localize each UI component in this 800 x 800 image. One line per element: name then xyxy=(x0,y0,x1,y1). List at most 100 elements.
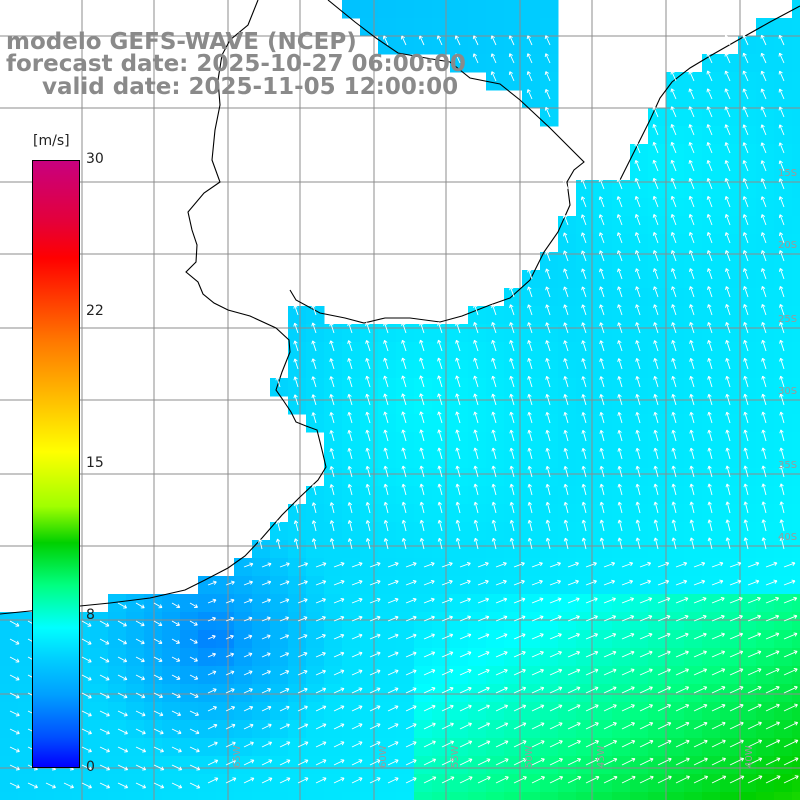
field-cell xyxy=(288,378,307,397)
field-cell xyxy=(108,774,127,793)
field-cell xyxy=(666,162,685,181)
field-cell xyxy=(594,342,613,361)
field-cell xyxy=(720,504,739,523)
field-cell xyxy=(414,702,433,721)
wind-arrow xyxy=(729,703,744,712)
field-cell xyxy=(252,630,271,649)
field-cell xyxy=(612,576,631,595)
wind-arrow xyxy=(315,633,326,640)
wind-arrow xyxy=(9,656,20,663)
wind-arrow xyxy=(477,615,490,622)
field-cell xyxy=(288,558,307,577)
field-cell xyxy=(162,702,181,721)
wind-arrow xyxy=(585,597,598,604)
field-cell xyxy=(684,738,703,757)
wind-arrow xyxy=(437,393,443,406)
wind-arrow xyxy=(688,195,695,208)
wind-arrow xyxy=(387,597,399,604)
wind-arrow xyxy=(688,250,695,262)
wind-arrow xyxy=(747,739,763,748)
wind-arrow xyxy=(477,651,490,658)
wind-arrow xyxy=(243,562,254,568)
field-cell xyxy=(648,414,667,433)
field-cell xyxy=(666,774,685,793)
wind-arrow xyxy=(635,340,641,352)
field-cell xyxy=(756,126,775,145)
wind-arrow xyxy=(581,286,587,298)
field-cell xyxy=(630,324,649,343)
wind-arrow xyxy=(117,764,129,771)
wind-arrow xyxy=(653,393,659,406)
field-cell xyxy=(324,450,343,469)
field-cell xyxy=(792,684,800,703)
field-cell xyxy=(540,612,559,631)
wind-arrow xyxy=(9,674,20,681)
wind-arrow xyxy=(747,703,762,712)
field-cell xyxy=(684,414,703,433)
wind-arrow xyxy=(531,722,545,730)
wind-arrow xyxy=(603,632,617,640)
field-cell xyxy=(576,486,595,505)
field-cell xyxy=(738,270,757,289)
field-cell xyxy=(576,198,595,217)
field-cell xyxy=(738,234,757,253)
wind-arrow xyxy=(279,741,291,748)
field-cell xyxy=(378,486,397,505)
field-cell xyxy=(126,666,145,685)
wind-arrow xyxy=(153,764,165,771)
field-cell xyxy=(684,306,703,325)
field-cell xyxy=(738,162,757,181)
field-cell xyxy=(630,630,649,649)
wind-arrow xyxy=(617,358,623,370)
field-cell xyxy=(216,630,235,649)
field-cell xyxy=(162,720,181,739)
field-cell xyxy=(792,612,800,631)
wind-arrow xyxy=(549,740,563,748)
field-cell xyxy=(324,792,343,800)
wind-arrow xyxy=(675,668,689,676)
field-cell xyxy=(108,630,127,649)
wind-arrow xyxy=(747,632,762,640)
wind-arrow xyxy=(747,650,762,658)
field-cell xyxy=(36,774,55,793)
field-cell xyxy=(414,396,433,415)
wind-arrow xyxy=(689,483,695,496)
field-cell xyxy=(648,306,667,325)
wind-arrow xyxy=(117,656,128,663)
wind-arrow xyxy=(81,764,92,771)
field-cell xyxy=(756,540,775,559)
field-cell xyxy=(792,540,800,559)
wind-arrow xyxy=(437,375,443,388)
wind-arrow xyxy=(688,106,695,118)
wind-arrow xyxy=(63,782,74,789)
wind-arrow xyxy=(689,501,695,514)
field-cell xyxy=(396,450,415,469)
wind-arrow xyxy=(441,722,454,730)
field-cell xyxy=(558,486,577,505)
wind-arrow xyxy=(473,429,479,442)
wind-arrow xyxy=(225,652,235,658)
field-cell xyxy=(90,720,109,739)
field-cell xyxy=(630,288,649,307)
field-cell xyxy=(162,630,181,649)
wind-arrow xyxy=(441,758,455,766)
field-cell xyxy=(504,594,523,613)
field-cell xyxy=(720,72,739,91)
wind-arrow xyxy=(670,106,677,118)
field-cell xyxy=(540,72,559,91)
wind-arrow xyxy=(495,740,509,748)
field-cell xyxy=(792,576,800,595)
wind-arrow xyxy=(419,339,425,352)
field-cell xyxy=(756,684,775,703)
field-cell xyxy=(666,702,685,721)
wind-arrow xyxy=(382,35,389,46)
wind-arrow xyxy=(652,250,659,262)
field-cell xyxy=(648,756,667,775)
wind-arrow xyxy=(725,375,731,388)
wind-arrow xyxy=(616,196,623,208)
field-cell xyxy=(540,738,559,757)
field-cell xyxy=(684,792,703,800)
wind-arrow xyxy=(765,721,780,730)
wind-arrow xyxy=(225,670,235,676)
field-cell xyxy=(738,468,757,487)
